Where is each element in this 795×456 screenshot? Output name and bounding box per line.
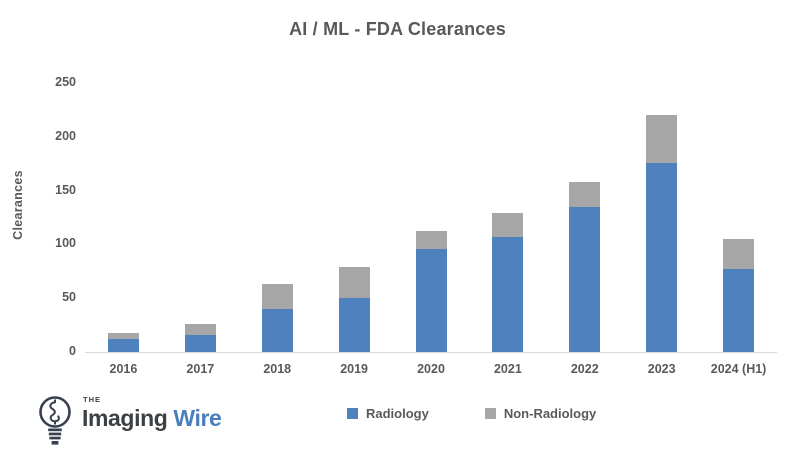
x-axis-label: 2020 [417,362,445,376]
legend-swatch [347,408,358,419]
lightbulb-icon [33,392,77,455]
y-axis-tick-label: 0 [69,344,76,358]
bar-segment-radiology-2016 [107,339,139,352]
bar-segment-non-radiology-2024h1 [723,239,755,270]
bar-segment-non-radiology-2017 [184,324,216,335]
x-axis-line [85,352,777,353]
bar-segment-radiology-2023 [646,162,678,352]
legend-swatch [484,408,496,419]
y-axis-tick-label: 50 [62,290,76,305]
y-axis-tick-label: 150 [55,182,76,197]
chart-legend: Radiology Non-Radiology [347,406,596,421]
legend-item-non-radiology: Non-Radiology [484,406,597,421]
legend-label: Non-Radiology [503,406,597,421]
y-axis-tick-label: 200 [55,128,76,143]
x-axis-label: 2024 (H1) [710,362,767,376]
bar-segment-radiology-2020 [415,248,447,352]
bar-segment-non-radiology-2016 [107,332,139,340]
imaging-wire-logo: THE Imaging Wire [33,392,222,455]
y-axis-title: Clearances [11,170,25,240]
y-axis-tick-label: 100 [55,236,76,251]
x-axis-label: 2022 [570,362,599,376]
bar-segment-radiology-2024h1 [723,269,755,352]
bar-segment-radiology-2018 [261,308,293,352]
bar-segment-non-radiology-2018 [261,284,293,309]
x-axis-label: 2021 [493,362,522,376]
bar-segment-radiology-2021 [492,236,524,352]
logo-the: THE [83,395,101,404]
bar-segment-radiology-2022 [569,206,601,352]
x-axis-label: 2023 [647,362,676,376]
logo-imaging: Imaging [82,405,168,431]
legend-label: Radiology [366,406,429,421]
x-axis-label: 2016 [109,362,138,376]
bar-segment-radiology-2019 [338,298,370,352]
bar-segment-non-radiology-2022 [569,181,601,207]
bar-segment-non-radiology-2019 [338,266,370,299]
x-axis-label: 2019 [340,362,369,376]
x-axis-label: 2017 [186,362,215,376]
logo-wire: Wire [173,405,222,431]
bar-segment-non-radiology-2023 [646,115,678,163]
logo-text: THE Imaging Wire [82,392,222,432]
chart-title: AI / ML - FDA Clearances [289,19,506,39]
bar-segment-radiology-2017 [184,334,216,352]
bar-segment-non-radiology-2021 [492,213,524,237]
bar-segment-non-radiology-2020 [415,231,447,249]
legend-item-radiology: Radiology [347,406,429,421]
x-axis-label: 2018 [263,362,292,376]
y-axis-tick-label: 250 [55,75,76,89]
